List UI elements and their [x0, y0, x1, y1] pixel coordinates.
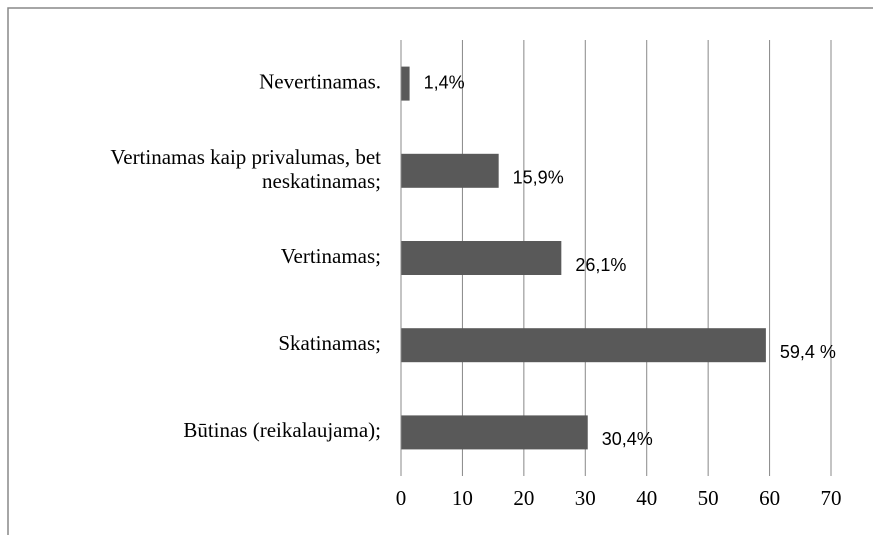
y-tick-label: Skatinamas; [278, 331, 381, 355]
x-tick-label: 40 [636, 486, 657, 510]
value-label: 15,9% [513, 168, 564, 188]
x-tick-label: 10 [452, 486, 473, 510]
y-tick-label: Nevertinamas. [259, 69, 381, 93]
value-label: 30,4% [602, 429, 653, 449]
value-label: 26,1% [575, 255, 626, 275]
x-tick-label: 50 [698, 486, 719, 510]
y-tick-label: Būtinas (reikalaujama); [183, 418, 381, 442]
x-tick-label: 20 [513, 486, 534, 510]
bar [401, 415, 588, 450]
bar [401, 241, 562, 275]
chart-border [7, 7, 873, 535]
value-label: 1,4% [424, 72, 465, 92]
bar [401, 328, 766, 363]
x-tick-label: 30 [575, 486, 596, 510]
x-tick-label: 60 [759, 486, 780, 510]
y-tick-label: Vertinamas kaip privalumas, bet neskatina… [110, 145, 381, 193]
bar [401, 66, 410, 101]
bar [401, 153, 499, 188]
value-label: 59,4 % [780, 342, 836, 362]
x-tick-label: 0 [396, 486, 407, 510]
y-tick-label: Vertinamas; [281, 244, 381, 268]
x-tick-label: 70 [821, 486, 842, 510]
